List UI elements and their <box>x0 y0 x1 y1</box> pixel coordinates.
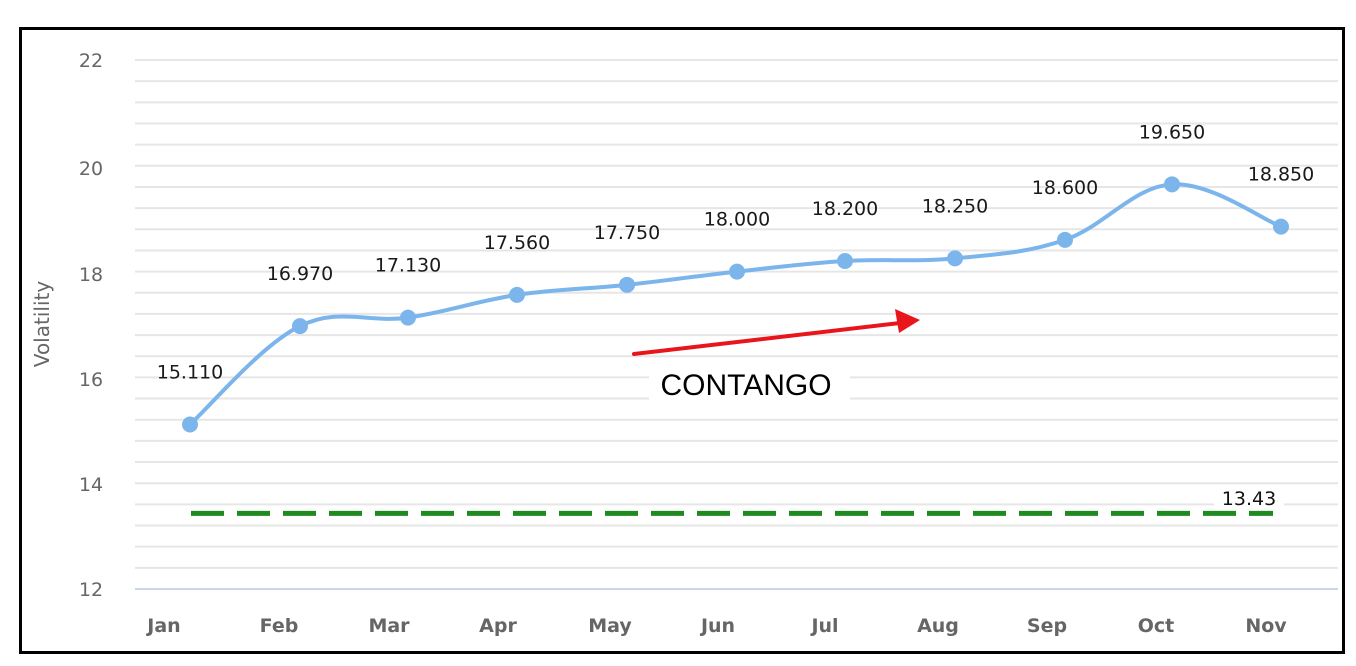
x-tick-oct: Oct <box>1138 615 1175 637</box>
data-point-aug[interactable] <box>947 250 963 267</box>
x-tick-jan: Jan <box>145 615 180 637</box>
data-label-apr: 17.560 <box>484 232 550 254</box>
y-axis: 22 20 18 16 14 12 Volatility <box>30 50 103 601</box>
gridlines <box>135 59 1338 569</box>
data-point-nov[interactable] <box>1273 218 1289 235</box>
data-point-jan[interactable] <box>182 416 198 433</box>
arrow-head-icon <box>895 309 920 333</box>
annotation-text: CONTANGO <box>660 369 831 402</box>
series-volatility: 15.110 16.970 17.130 17.560 17.750 18.000 18.2… <box>157 121 1314 433</box>
data-point-sep[interactable] <box>1057 231 1073 248</box>
data-label-oct: 19.650 <box>1139 121 1205 143</box>
series-markers <box>182 176 1289 433</box>
data-label-jul: 18.200 <box>812 198 878 220</box>
data-point-jun[interactable] <box>729 263 745 280</box>
data-label-sep: 18.600 <box>1032 177 1098 199</box>
y-tick-14: 14 <box>79 474 103 496</box>
data-label-mar: 17.130 <box>375 255 441 277</box>
y-tick-12: 12 <box>79 579 103 601</box>
x-tick-aug: Aug <box>917 615 959 637</box>
data-point-feb[interactable] <box>292 318 308 335</box>
data-label-may: 17.750 <box>594 222 660 244</box>
data-point-may[interactable] <box>619 276 635 293</box>
reference-label-bg <box>1214 486 1284 508</box>
data-point-mar[interactable] <box>400 309 416 326</box>
arrow-shaft <box>632 321 902 356</box>
data-label-jun: 18.000 <box>704 209 770 231</box>
x-tick-nov: Nov <box>1245 615 1287 637</box>
data-point-oct[interactable] <box>1164 176 1180 193</box>
y-tick-18: 18 <box>79 264 103 286</box>
x-tick-apr: Apr <box>479 615 517 637</box>
data-point-apr[interactable] <box>509 286 525 303</box>
x-tick-mar: Mar <box>368 615 410 637</box>
annotation-box <box>649 365 850 402</box>
x-tick-sep: Sep <box>1027 615 1067 637</box>
y-axis-title: Volatility <box>30 281 54 368</box>
data-label-jan: 15.110 <box>157 361 223 383</box>
data-label-aug: 18.250 <box>922 195 988 217</box>
y-tick-22: 22 <box>79 50 103 72</box>
y-tick-16: 16 <box>79 369 103 391</box>
data-point-jul[interactable] <box>837 253 853 270</box>
contango-annotation: CONTANGO <box>632 309 920 402</box>
reference-label: 13.43 <box>1222 488 1276 510</box>
reference-line: 13.43 <box>191 486 1284 516</box>
x-tick-jun: Jun <box>699 615 735 637</box>
data-label-feb: 16.970 <box>267 263 333 285</box>
y-tick-20: 20 <box>79 158 103 180</box>
x-tick-feb: Feb <box>260 615 299 637</box>
x-tick-jul: Jul <box>809 615 838 637</box>
x-axis: Jan Feb Mar Apr May Jun Jul Aug Sep Oct … <box>145 615 1287 637</box>
chart-frame <box>19 27 1345 654</box>
data-label-nov: 18.850 <box>1248 164 1314 186</box>
x-tick-may: May <box>588 615 632 637</box>
data-labels: 15.110 16.970 17.130 17.560 17.750 18.000 18.2… <box>157 121 1314 383</box>
